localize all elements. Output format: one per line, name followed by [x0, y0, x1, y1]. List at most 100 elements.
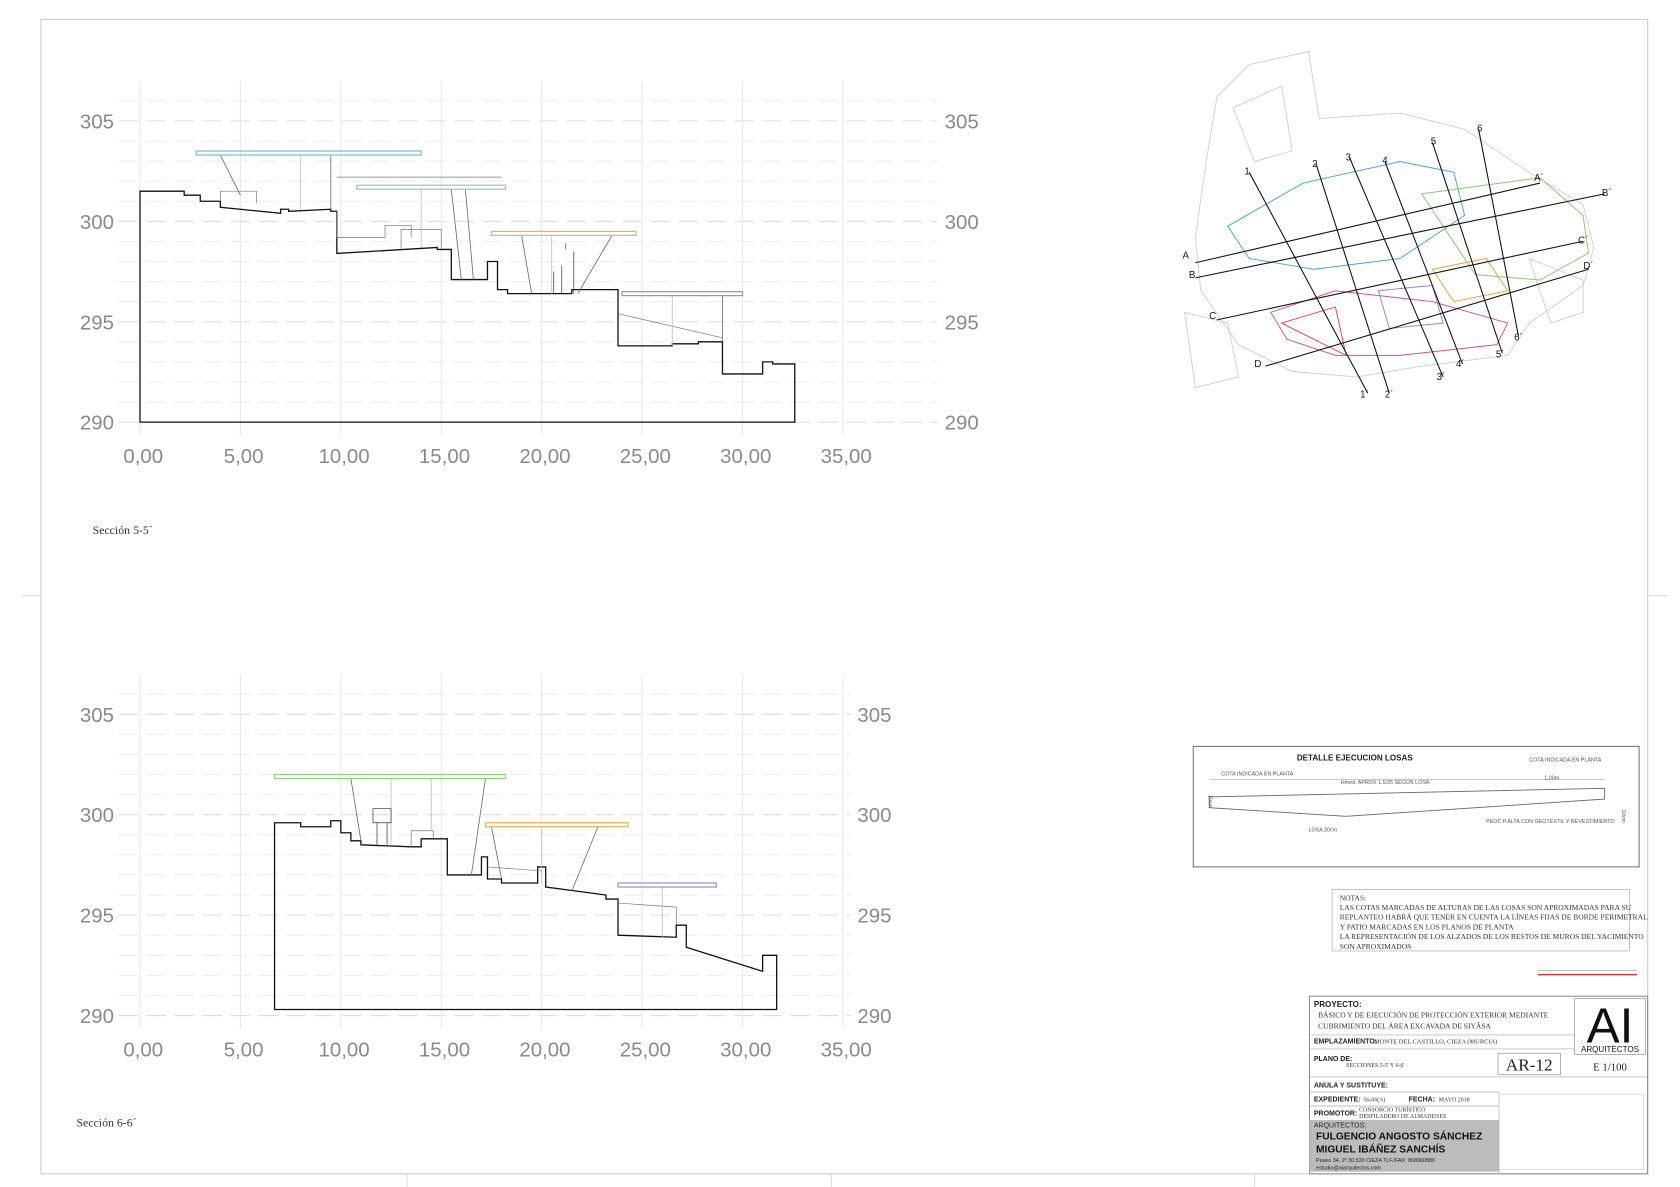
detail-label: 10cm	[1206, 795, 1212, 809]
section-marker: 2	[1312, 159, 1317, 170]
section-marker: 4´	[1456, 359, 1465, 370]
section-marker: 3´	[1437, 372, 1446, 383]
notes: NOTAS: LAS COTAS MARCADAS DE ALTURAS DE …	[1331, 889, 1648, 952]
section-6-drawing	[275, 775, 777, 1010]
email: estudio@aiarquitectos.com	[1316, 1166, 1381, 1172]
x-axis-label: 25,00	[620, 1038, 671, 1061]
section-marker: B´	[1602, 188, 1612, 199]
note-line: Y PATIO MARCADAS EN LOS PLANOS DE PLANTA	[1340, 922, 1515, 931]
section-marker: 2´	[1385, 389, 1394, 400]
y-axis-label: 300	[945, 211, 979, 234]
section-title: Sección 6-6´	[76, 1115, 136, 1129]
x-axis-label: 35,00	[821, 1038, 872, 1061]
x-axis-label: 20,00	[519, 1038, 570, 1061]
section-marker: 1	[1244, 166, 1249, 177]
wall-remains	[220, 177, 722, 338]
section-5-drawing	[140, 151, 795, 422]
section-marker: 5	[1431, 136, 1436, 147]
project-line: CUBRIMIENTO DEL ÁREA EXCAVADA DE SIYĀSA	[1318, 1020, 1491, 1030]
y-axis-label: 290	[857, 1005, 891, 1028]
note-line: REPLANTEO HABRÁ QUE TENER EN CUENTA LA L…	[1340, 912, 1648, 922]
y-axis-label: 305	[80, 110, 114, 133]
supports	[351, 779, 662, 938]
site-plan: 1 2 3 4 5 6 1´ 2´ 3´ 4´ 5´ 6´ AB C D A´ B´ C´ D´	[1182, 51, 1612, 400]
title-block: PROYECTO: BÁSICO Y DE EJECUCIÓN DE PROTE…	[1309, 995, 1649, 1175]
sheet-number: AR-12	[1506, 1055, 1553, 1074]
x-axis-label: 10,00	[318, 1038, 369, 1061]
y-axis-label: 295	[857, 905, 891, 928]
x-axis-label: 0,00	[123, 445, 163, 468]
section-marker: 5´	[1496, 350, 1505, 361]
terrain-profile	[275, 821, 777, 1010]
fold-marks	[21, 595, 1668, 1187]
architect-name: FULGENCIO ANGOSTO SÁNCHEZ	[1316, 1129, 1482, 1142]
scale: E 1/100	[1593, 1061, 1627, 1073]
label: EMPLAZAMIENTO:	[1314, 1039, 1377, 1046]
human-figure	[373, 809, 391, 845]
x-axis-label: 30,00	[720, 1038, 771, 1061]
note-line: LAS COTAS MARCADAS DE ALTURAS DE LAS LOS…	[1340, 903, 1632, 912]
section-marker: 6´	[1514, 332, 1523, 343]
plan: SECCIONES 5-5' Y 6-6'	[1346, 1063, 1404, 1069]
date: MAYO 2018	[1439, 1098, 1470, 1104]
note-line: LA REPRESENTACIÓN DE LOS ALZADOS DE LOS …	[1340, 931, 1645, 941]
wall-remains	[411, 831, 676, 925]
detail-label: LOSA 20cm	[1308, 827, 1337, 833]
section-axes: 0,00 5,00 10,00 15,00 20,00 25,00 30,00 35,00 30…	[80, 80, 979, 468]
section-marker: D	[1254, 359, 1261, 370]
detail-label: 1,00m	[1544, 776, 1559, 782]
x-axis-label: 35,00	[821, 445, 872, 468]
y-axis-label: 295	[80, 905, 114, 928]
y-axis-label: 295	[945, 311, 979, 334]
y-axis-label: 300	[80, 211, 114, 234]
x-axis-label: 20,00	[519, 445, 570, 468]
promoter: CONSORCIO TURÍSTICO	[1359, 1105, 1426, 1113]
file-number: 56-06(A)	[1363, 1097, 1385, 1104]
section-marker: C´	[1578, 235, 1588, 246]
x-axis-label: 15,00	[419, 445, 470, 468]
label: ARQUITECTOS:	[1314, 1123, 1366, 1130]
detail-label: COTA INDICADA EN PLANTA	[1221, 771, 1293, 777]
section-marker: 3	[1346, 152, 1351, 163]
canopies	[275, 775, 717, 887]
x-axis-label: 10,00	[318, 445, 369, 468]
project-line: BÁSICO Y DE EJECUCIÓN DE PROTECCIÓN EXTE…	[1318, 1010, 1549, 1020]
y-axis-label: 305	[80, 704, 114, 727]
section-marker: C	[1209, 311, 1216, 322]
label: PLANO DE:	[1314, 1056, 1353, 1063]
x-axis-label: 25,00	[620, 445, 671, 468]
section-marker: 6	[1477, 123, 1482, 134]
y-axis-label: 300	[80, 804, 114, 827]
detail-label: PEOC P.ALTA CON GEOTEXTIL Y REVESTIMIENT…	[1486, 819, 1615, 825]
notes-heading: NOTAS:	[1340, 893, 1367, 902]
architect-name: MIGUEL IBÁÑEZ SANCHÍS	[1316, 1142, 1445, 1155]
section-marker: B	[1189, 270, 1195, 281]
canopies	[196, 151, 742, 296]
y-axis-label: 290	[80, 1005, 114, 1028]
section-title: Sección 5-5´	[93, 523, 153, 537]
y-axis-label: 295	[80, 311, 114, 334]
section-marker: D´	[1583, 261, 1593, 272]
terrain-profile	[140, 191, 795, 422]
label: ANULA Y SUSTITUYE:	[1314, 1083, 1388, 1090]
section-marker: A	[1182, 250, 1189, 261]
slab-detail: DETALLE EJECUCION LOSAS COTA INDICADA EN…	[1192, 745, 1640, 868]
sheet-border	[40, 18, 1649, 1175]
y-axis-label: 305	[945, 110, 979, 133]
detail-label: 10cm	[1620, 810, 1626, 824]
supports	[220, 155, 722, 346]
x-axis-label: 15,00	[419, 1038, 470, 1061]
scale-bar	[1537, 970, 1637, 976]
section-marker: 4	[1382, 156, 1388, 167]
y-axis-label: 290	[945, 412, 979, 435]
y-axis-label: 305	[857, 704, 891, 727]
section-marker: 1´	[1360, 389, 1369, 400]
notes-lines: LAS COTAS MARCADAS DE ALTURAS DE LAS LOS…	[1340, 903, 1648, 951]
detail-title: DETALLE EJECUCION LOSAS	[1297, 753, 1413, 762]
section-marker: A´	[1534, 173, 1544, 184]
label: EXPEDIENTE:	[1314, 1097, 1361, 1104]
label: PROMOTOR:	[1314, 1111, 1357, 1118]
y-axis-label: 300	[857, 804, 891, 827]
x-axis-label: 5,00	[224, 445, 264, 468]
